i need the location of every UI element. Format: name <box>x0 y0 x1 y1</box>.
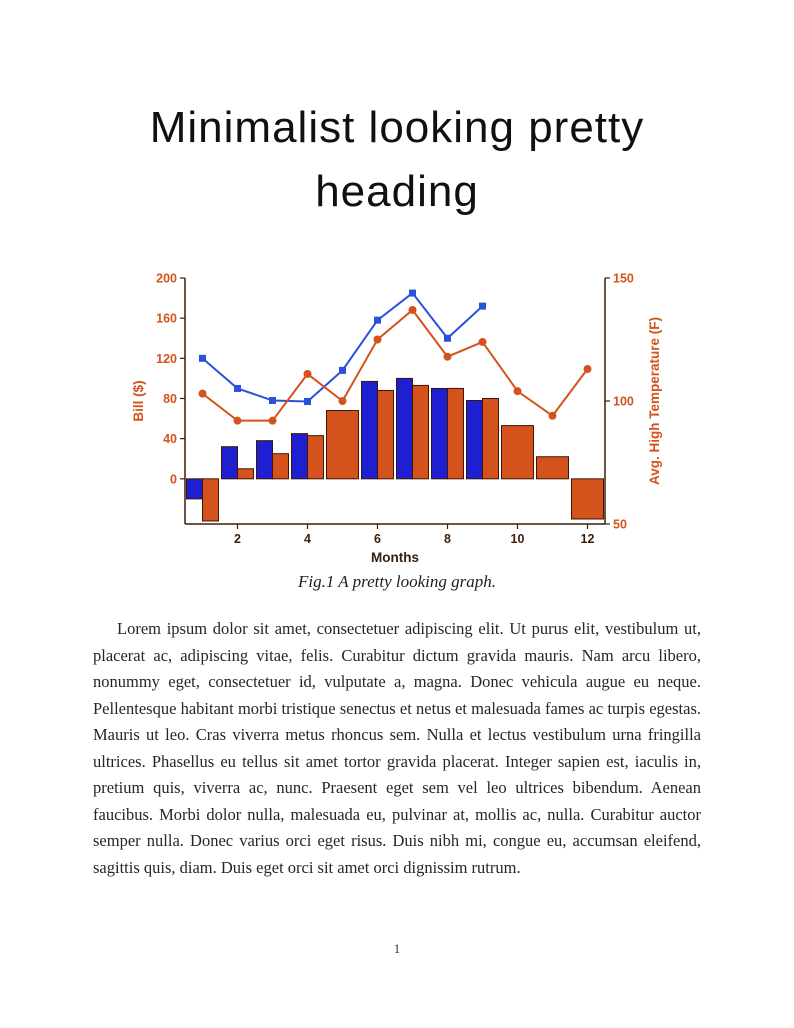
line-marker-circle <box>548 411 557 420</box>
line-marker-circle <box>478 337 487 346</box>
line-marker-circle <box>338 397 347 405</box>
bar <box>326 410 359 480</box>
line-marker-square <box>269 396 276 404</box>
bar <box>482 397 499 480</box>
left-axis-title: Bill ($) <box>131 380 146 421</box>
bar <box>307 435 324 480</box>
x-axis-title: Months <box>371 550 419 565</box>
bar <box>536 456 569 480</box>
line-marker-square <box>374 316 381 324</box>
x-tick-label: 6 <box>374 532 381 546</box>
line-marker-circle <box>303 369 312 378</box>
bar <box>447 387 464 480</box>
bar <box>501 425 534 480</box>
body-paragraph: Lorem ipsum dolor sit amet, consectetuer… <box>93 619 701 877</box>
bar <box>272 453 289 480</box>
bar <box>361 380 378 480</box>
bar <box>466 399 483 480</box>
line-marker-circle <box>198 389 207 398</box>
left-tick-label: 200 <box>156 272 177 286</box>
x-tick-label: 12 <box>581 532 595 546</box>
x-tick-label: 2 <box>234 532 241 546</box>
right-axis-title: Avg. High Temperature (F) <box>647 317 662 485</box>
figure-chart: 0 40 80 120 160 200 50 100 150 2 4 6 8 10 12 Bill ($) Av… <box>131 272 662 566</box>
line-marker-square <box>234 384 241 392</box>
left-tick-label: 120 <box>156 352 177 366</box>
right-tick-label: 50 <box>613 518 627 532</box>
bar <box>377 389 394 480</box>
orange-line-circles <box>201 308 589 422</box>
line-marker-circle <box>233 416 242 425</box>
x-tick-label: 8 <box>444 532 451 546</box>
left-tick-label: 0 <box>170 472 177 486</box>
line-marker-circle <box>513 387 522 396</box>
page-title: Minimalist looking pretty heading <box>149 103 645 216</box>
bar <box>431 387 448 480</box>
page-number: 1 <box>393 941 401 956</box>
line-marker-circle <box>268 416 277 425</box>
line-marker-circle <box>443 352 452 361</box>
right-tick-label: 150 <box>613 272 634 286</box>
line-marker-square <box>304 398 311 406</box>
line-marker-square <box>444 334 451 342</box>
line-marker-square <box>409 289 416 297</box>
left-tick-label: 40 <box>163 432 177 446</box>
left-tick-label: 160 <box>156 312 177 326</box>
x-tick-label: 10 <box>511 532 525 546</box>
figure-caption: Fig.1 A pretty looking graph. <box>297 572 496 591</box>
bar <box>186 478 203 500</box>
x-tick-label: 4 <box>304 532 311 546</box>
bar <box>412 384 429 480</box>
bar <box>256 440 273 480</box>
line-marker-circle <box>408 305 417 314</box>
bar <box>221 446 238 480</box>
figure: 0 40 80 120 160 200 50 100 150 2 4 6 8 10 12 Bill ($) Av… <box>0 268 794 592</box>
right-tick-label: 100 <box>613 395 634 409</box>
line-marker-square <box>199 354 206 362</box>
line-marker-circle <box>373 335 382 344</box>
line-marker-square <box>479 302 486 310</box>
bar <box>202 478 219 522</box>
line-marker-square <box>339 366 346 374</box>
bar <box>291 433 308 480</box>
bar <box>571 478 604 520</box>
line-marker-circle <box>583 365 592 374</box>
bar <box>237 468 254 480</box>
left-tick-label: 80 <box>163 392 177 406</box>
bar <box>396 377 413 480</box>
